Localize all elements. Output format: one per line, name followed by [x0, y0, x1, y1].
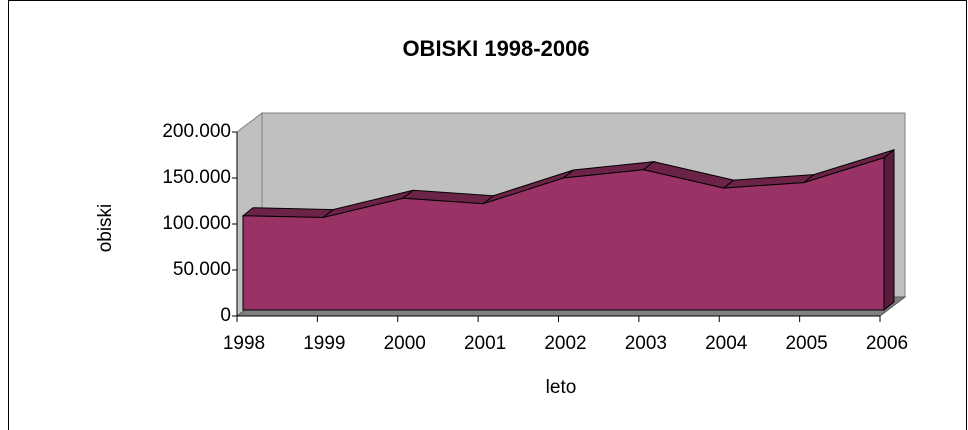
x-tick-label: 2004 [705, 333, 748, 354]
chart-title: OBISKI 1998-2006 [402, 36, 589, 61]
x-axis-label: leto [546, 377, 577, 398]
x-tick-label: 2005 [785, 333, 827, 354]
x-tick-label: 2003 [625, 333, 667, 354]
x-tick-label: 2006 [866, 333, 908, 354]
y-tick-label: 150.000 [162, 167, 231, 188]
area [242, 157, 885, 311]
y-tick-label: 0 [220, 305, 231, 326]
x-tick-label: 2001 [464, 333, 506, 354]
y-tick-label: 200.000 [162, 121, 231, 142]
y-tick-label: 100.000 [162, 213, 231, 234]
y-axis-label: obiski [95, 204, 116, 253]
y-tick-label: 50.000 [173, 259, 231, 280]
x-tick-label: 1998 [223, 333, 265, 354]
x-tick-label: 2000 [384, 333, 426, 354]
x-tick-label: 1999 [303, 333, 345, 354]
area-side [883, 148, 895, 312]
x-tick-label: 2002 [544, 333, 586, 354]
